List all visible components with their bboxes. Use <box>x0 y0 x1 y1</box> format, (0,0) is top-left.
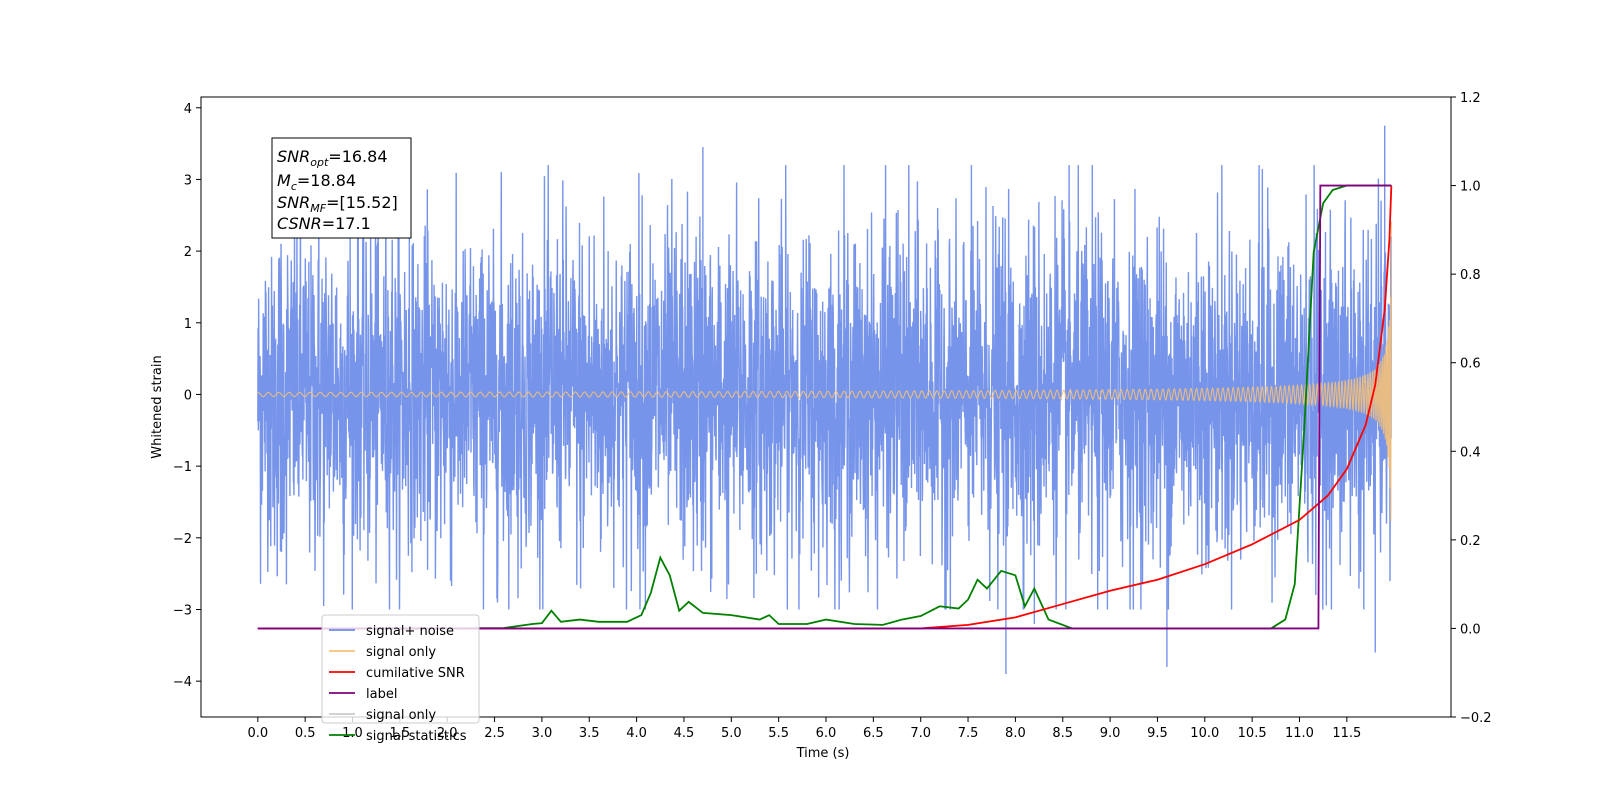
x-tick-label: 5.5 <box>768 726 789 741</box>
legend-label: signal only <box>366 708 436 723</box>
y-tick-label: 1 <box>184 317 192 332</box>
x-tick-label: 6.5 <box>863 726 884 741</box>
y-tick-label: −3 <box>173 603 192 618</box>
y2-tick-label: 0.0 <box>1460 622 1481 637</box>
x-tick-label: 3.5 <box>579 726 600 741</box>
x-tick-label: 2.0 <box>437 726 458 741</box>
y-axis-right: 1.2 1.0 0.8 0.6 0.4 0.2 0.0 −0.2 <box>1451 91 1492 726</box>
legend-label: signal only <box>366 645 436 660</box>
y2-tick-label: 0.6 <box>1460 357 1481 372</box>
x-tick-label: 9.0 <box>1100 726 1121 741</box>
y-tick-label: 0 <box>184 388 192 403</box>
x-tick-label: 3.0 <box>532 726 553 741</box>
y-tick-label: 3 <box>184 173 192 188</box>
y2-tick-label: 1.2 <box>1460 91 1481 106</box>
annotation-csnr: CSNR=17.1 <box>277 214 371 233</box>
x-tick-label: 9.5 <box>1147 726 1168 741</box>
y-tick-label: −4 <box>173 675 192 690</box>
x-tick-label: 4.0 <box>626 726 647 741</box>
x-axis: 0.0 0.5 1.0 1.5 2.0 2.5 3.0 3.5 4.0 4.5 5.0 5.5 6.0 6… <box>247 717 1361 741</box>
y-tick-label: −2 <box>173 532 192 547</box>
x-tick-label: 7.0 <box>910 726 931 741</box>
x-tick-label: 8.0 <box>1005 726 1026 741</box>
x-tick-label: 1.5 <box>390 726 411 741</box>
y2-tick-label: 1.0 <box>1460 180 1481 195</box>
x-tick-label: 11.0 <box>1285 726 1314 741</box>
x-tick-label: 5.0 <box>721 726 742 741</box>
x-tick-label: 10.5 <box>1238 726 1267 741</box>
series-cumulative-snr <box>257 185 1393 630</box>
legend-frame <box>321 614 480 724</box>
series-signal-statistics <box>257 184 1392 630</box>
x-tick-label: 11.5 <box>1332 726 1361 741</box>
series-label <box>257 184 1392 630</box>
x-tick-label: 0.0 <box>247 726 268 741</box>
annotation-mc: Mc=18.84 <box>277 171 356 193</box>
y-axis-left: 4 3 2 1 0 −1 −2 −3 −4 <box>173 102 201 690</box>
legend-label: cumilative SNR <box>366 666 465 681</box>
y-tick-label: −1 <box>173 460 192 475</box>
x-tick-label: 2.5 <box>484 726 505 741</box>
x-tick-label: 4.5 <box>674 726 695 741</box>
y-tick-label: 2 <box>184 245 192 260</box>
legend-label: signal statistics <box>366 729 467 744</box>
legend: signal+ noise signal only cumilative SNR la… <box>321 614 480 744</box>
series-signal-only <box>257 221 1392 522</box>
annotation-frame <box>271 137 412 239</box>
annotation-snr-mf: SNRMF=[15.52] <box>277 193 398 215</box>
x-tick-label: 1.0 <box>342 726 363 741</box>
x-tick-label: 0.5 <box>295 726 316 741</box>
x-tick-label: 6.0 <box>816 726 837 741</box>
y2-tick-label: −0.2 <box>1460 711 1492 726</box>
legend-label: label <box>366 687 397 702</box>
x-tick-label: 7.5 <box>958 726 979 741</box>
y-axis-title: Whitened strain <box>150 355 165 458</box>
annotation-snr-opt: SNRopt=16.84 <box>277 147 388 169</box>
x-tick-label: 10.0 <box>1190 726 1219 741</box>
y2-tick-label: 0.2 <box>1460 534 1481 549</box>
x-tick-label: 8.5 <box>1052 726 1073 741</box>
x-axis-title: Time (s) <box>796 746 850 761</box>
y2-tick-label: 0.4 <box>1460 445 1481 460</box>
y2-tick-label: 0.8 <box>1460 268 1481 283</box>
annotation-box: SNRopt=16.84 Mc=18.84 SNRMF=[15.52] CSNR… <box>271 137 412 239</box>
series-signal-plus-noise <box>257 125 1393 674</box>
y-tick-label: 4 <box>184 102 192 117</box>
series-layer <box>257 125 1393 674</box>
legend-label: signal+ noise <box>366 624 454 639</box>
